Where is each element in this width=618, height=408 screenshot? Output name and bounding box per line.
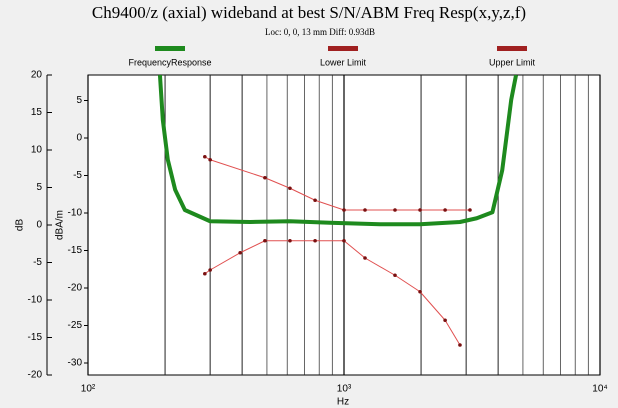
series-marker: [288, 238, 292, 243]
series-marker: [313, 198, 317, 203]
series-marker: [458, 343, 462, 347]
series-marker: [208, 268, 212, 272]
series-marker: [203, 271, 207, 276]
x-tick-label: 10⁴: [592, 384, 607, 395]
x-tick-label: 10²: [81, 384, 96, 395]
y2-tick-label: -10: [68, 208, 83, 219]
y-tick-label: 20: [31, 70, 43, 81]
y-tick-label: 10: [31, 145, 43, 156]
chart-subtitle: Loc: 0, 0, 13 mm Diff: 0.93dB: [265, 27, 375, 37]
series-line: [204, 240, 461, 346]
series-marker: [418, 208, 422, 212]
series-marker: [263, 175, 267, 180]
y-tick-label: -5: [33, 257, 42, 268]
y-tick-label: -10: [28, 295, 43, 306]
series-marker: [393, 208, 397, 212]
series-marker: [393, 273, 397, 278]
series-marker: [208, 157, 212, 162]
y-tick-label: 15: [31, 107, 43, 118]
y2-tick-label: -5: [73, 170, 82, 181]
y2-tick-label: -30: [68, 358, 83, 369]
chart-title: Ch9400/z (axial) wideband at best S/N/AB…: [92, 3, 526, 22]
series-marker: [342, 208, 346, 212]
x-tick-label: 10³: [337, 384, 352, 395]
y2-tick-label: -25: [68, 320, 83, 331]
y2-axis-label: dBA/m: [55, 210, 66, 240]
legend-label: FrequencyResponse: [128, 57, 211, 67]
series-marker: [363, 208, 367, 212]
series-marker: [263, 238, 267, 243]
series-marker: [313, 238, 317, 243]
legend-swatch: [497, 46, 527, 51]
y-axis-label: dB: [15, 219, 26, 232]
series-layer: [157, 75, 519, 347]
legend-label: Upper Limit: [489, 57, 536, 67]
y2-tick-label: -15: [68, 245, 83, 256]
series-marker: [238, 250, 242, 255]
legend-label: Lower Limit: [320, 57, 367, 67]
y-tick-label: -20: [28, 370, 43, 381]
y-tick-label: 0: [36, 220, 42, 231]
series-marker: [443, 208, 447, 212]
series-marker: [418, 289, 422, 294]
series-marker: [342, 238, 346, 243]
y-tick-label: -15: [28, 332, 43, 343]
series-marker: [288, 186, 292, 191]
y2-tick-label: 5: [76, 95, 82, 106]
series-marker: [363, 256, 367, 260]
series-marker: [443, 318, 447, 323]
y2-tick-label: -20: [68, 283, 83, 294]
y-tick-label: 5: [36, 182, 42, 193]
legend-swatch: [155, 46, 185, 51]
legend-swatch: [328, 46, 358, 51]
x-axis-label: Hz: [337, 397, 349, 408]
series-marker: [468, 208, 472, 212]
series-line: [157, 75, 519, 227]
y2-tick-label: 0: [76, 133, 82, 144]
series-marker: [203, 154, 207, 159]
